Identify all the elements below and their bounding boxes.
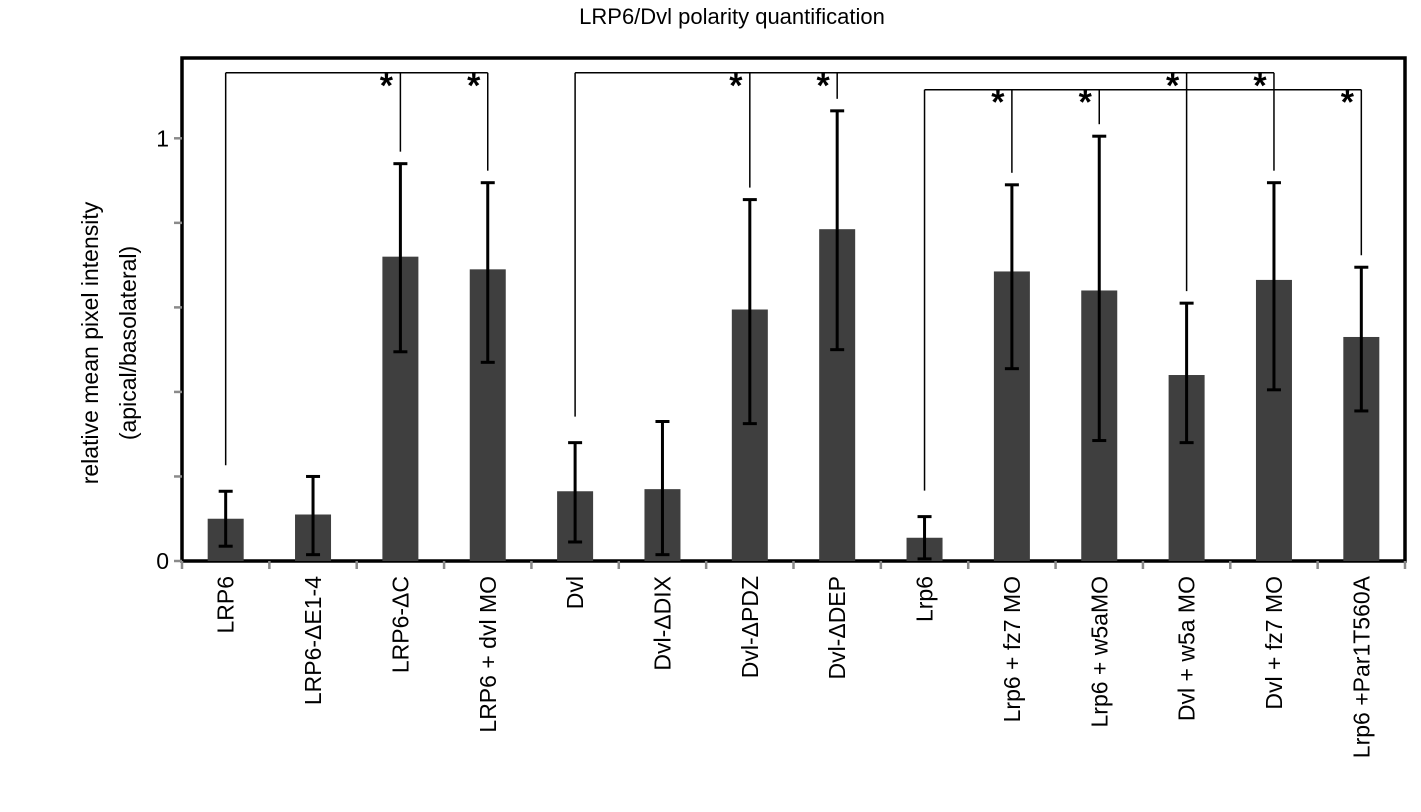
significance-star: * (1253, 67, 1267, 105)
y-axis-label-line-2: (apical/basolateral) (115, 246, 141, 440)
x-tick-label: Dvl-ΔDEP (824, 576, 850, 680)
x-tick-label: Lrp6 (912, 576, 938, 622)
x-tick-label: LRP6-ΔE1-4 (300, 576, 326, 705)
significance-star: * (380, 67, 394, 105)
chart-title: LRP6/Dvl polarity quantification (579, 4, 885, 29)
x-tick-label: LRP6 (213, 576, 239, 634)
significance-star: * (729, 67, 743, 105)
x-tick-label: Dvl + w5a MO (1174, 576, 1200, 721)
plot-area: 0 1 LRP6 LRP6-ΔE1-4 LRP6-ΔC LRP6 + dvl MO Dvl D… (156, 56, 1407, 758)
significance-star: * (817, 67, 831, 105)
x-tick-label: Lrp6 + fz7 MO (999, 576, 1025, 722)
significance-star: * (991, 84, 1005, 122)
x-tick-label: Dvl-ΔPDZ (737, 576, 763, 678)
y-tick-label: 1 (156, 125, 169, 151)
y-tick-label: 0 (156, 548, 169, 574)
significance-star: * (1166, 67, 1180, 105)
x-tick-label: LRP6 + dvl MO (475, 576, 501, 733)
x-tick-label: Dvl (562, 576, 588, 609)
plot-frame (180, 56, 1407, 563)
x-tick-label: Lrp6 + w5aMO (1086, 576, 1112, 728)
x-tick-label: Lrp6 +Par1T560A (1348, 575, 1374, 758)
x-tick-label: Dvl + fz7 MO (1261, 576, 1287, 710)
significance-star: * (1341, 84, 1355, 122)
x-tick-label: LRP6-ΔC (387, 576, 413, 673)
significance-star: * (1079, 84, 1093, 122)
x-tick-label: Dvl-ΔDIX (649, 576, 675, 671)
y-axis-label: relative mean pixel intensity (apical/ba… (77, 201, 141, 484)
significance-star: * (467, 67, 481, 105)
y-axis-label-line-1: relative mean pixel intensity (77, 201, 103, 484)
